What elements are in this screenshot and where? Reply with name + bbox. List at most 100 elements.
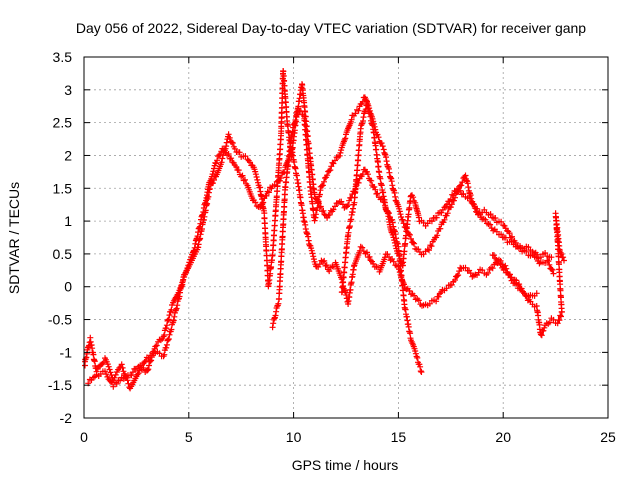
data-point [348, 279, 355, 286]
data-point [533, 290, 540, 297]
data-point [276, 295, 283, 302]
data-point [281, 77, 288, 84]
data-point [102, 368, 108, 375]
data-point [228, 155, 235, 162]
data-point [523, 293, 530, 300]
data-point [450, 197, 457, 204]
data-point [560, 257, 567, 264]
data-point [455, 188, 462, 195]
data-point [211, 177, 217, 183]
data-point [560, 254, 567, 261]
data-point [517, 244, 524, 251]
data-point [433, 214, 440, 221]
data-point [443, 285, 450, 292]
data-point [163, 344, 170, 351]
data-point [506, 230, 513, 237]
data-point [145, 366, 152, 373]
data-point [390, 258, 397, 265]
data-point [106, 366, 113, 373]
data-point [556, 317, 563, 324]
data-point [316, 261, 323, 268]
data-point [518, 285, 525, 292]
data-point [238, 173, 245, 180]
data-point [546, 261, 553, 268]
data-point [105, 363, 112, 370]
data-point [424, 246, 431, 253]
data-point [492, 215, 499, 221]
data-point [103, 371, 110, 378]
data-point [148, 357, 155, 364]
data-point [283, 108, 290, 115]
y-tick-label: 3.5 [53, 49, 73, 65]
data-point [545, 258, 552, 265]
trace-5 [489, 210, 567, 339]
data-point [467, 270, 474, 277]
x-tick-label: 25 [600, 429, 616, 445]
data-point [413, 353, 420, 360]
data-point [417, 368, 424, 375]
axis-ticks [83, 56, 609, 419]
data-point [303, 141, 310, 148]
data-point [544, 257, 551, 264]
data-point [264, 262, 271, 269]
data-point [410, 239, 417, 246]
y-tick-label: -1 [60, 344, 73, 360]
data-point [410, 194, 417, 201]
data-point [178, 282, 185, 289]
data-point [487, 211, 494, 218]
data-point [437, 225, 444, 232]
y-axis-label: SDTVAR / TECUs [6, 182, 22, 294]
data-point [261, 220, 268, 227]
data-point [326, 268, 333, 275]
data-point [548, 254, 555, 261]
data-point [400, 220, 407, 227]
data-point [507, 234, 514, 241]
data-point [276, 283, 283, 290]
data-point [211, 165, 217, 172]
x-tick-label: 20 [495, 429, 511, 445]
data-point [374, 190, 381, 197]
data-point [378, 140, 385, 147]
data-point [386, 210, 392, 217]
data-point [310, 253, 317, 260]
data-point [374, 131, 381, 138]
data-point [233, 163, 240, 170]
data-point [396, 208, 403, 215]
data-point [367, 257, 374, 264]
data-point [405, 231, 412, 237]
data-point [144, 367, 151, 374]
data-point [373, 146, 380, 153]
data-point [118, 361, 125, 368]
data-point [470, 201, 477, 208]
data-point [225, 131, 232, 138]
y-tick-label: -0.5 [48, 312, 72, 328]
data-point [348, 116, 355, 123]
data-point [558, 251, 565, 257]
y-tick-label: 3 [64, 82, 72, 98]
data-point [548, 266, 555, 273]
data-point [213, 160, 219, 167]
data-point [533, 254, 540, 261]
data-point [177, 285, 184, 291]
data-point [458, 182, 465, 189]
y-tick-label: 0 [64, 279, 72, 295]
data-point [253, 174, 260, 180]
data-point [242, 176, 248, 183]
data-point [447, 204, 454, 211]
data-point [401, 248, 408, 255]
data-point [231, 145, 238, 152]
data-point [399, 216, 406, 223]
data-point [558, 313, 564, 320]
data-point [206, 185, 213, 192]
data-point [342, 135, 349, 142]
data-point [254, 176, 261, 183]
y-tick-label: 2 [64, 147, 72, 163]
data-point [326, 167, 333, 174]
data-point [228, 139, 235, 146]
data-point [297, 108, 304, 115]
data-point [414, 354, 421, 361]
data-point [485, 270, 491, 276]
data-point [540, 327, 547, 334]
data-point [406, 231, 413, 238]
